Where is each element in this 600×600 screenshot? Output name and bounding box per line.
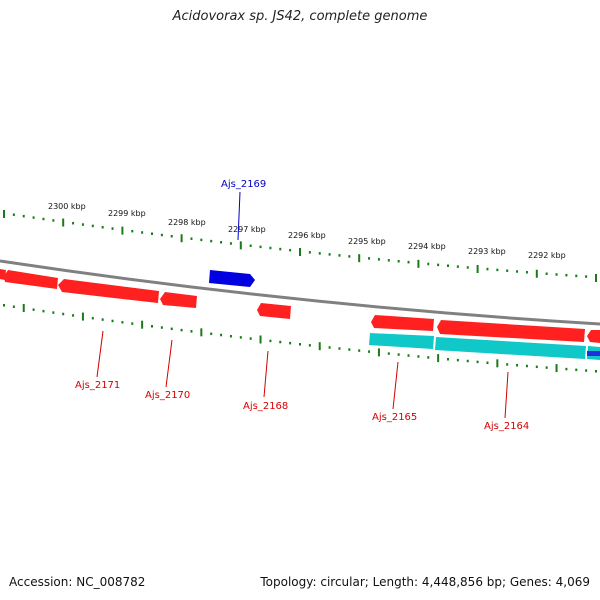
gene-arrow-2171[interactable] <box>4 270 58 289</box>
gene-label[interactable]: Ajs_2171 <box>75 380 120 391</box>
tick-label: 2294 kbp <box>408 242 446 251</box>
label-leader-line <box>165 339 173 388</box>
gene-arrow-2163[interactable] <box>587 330 600 343</box>
gene-arrow-2169b[interactable] <box>160 292 197 308</box>
reverse-genes <box>0 269 600 343</box>
gene-label[interactable]: Ajs_2165 <box>372 412 417 423</box>
gene-arrow-2168[interactable] <box>257 303 291 319</box>
tick-label: 2300 kbp <box>48 202 86 211</box>
gene-arrow-2170[interactable] <box>58 279 159 303</box>
cds-features <box>369 333 600 360</box>
accession-label: Accession: NC_008782 <box>9 575 146 589</box>
gene-arrow-2165[interactable] <box>371 315 434 331</box>
genome-stats: Topology: circular; Length: 4,448,856 bp… <box>260 575 590 589</box>
map-title: Acidovorax sp. JS42, complete genome <box>172 9 428 24</box>
tick-label: 2297 kbp <box>228 225 266 234</box>
tick-label: 2298 kbp <box>168 218 206 227</box>
tick-label: 2296 kbp <box>288 231 326 240</box>
gene-label[interactable]: Ajs_2170 <box>145 390 190 401</box>
label-leader-line <box>504 371 509 419</box>
tick-label: 2293 kbp <box>468 247 506 256</box>
inner-tick-ruler <box>3 303 597 373</box>
tick-label: 2299 kbp <box>108 209 146 218</box>
genome-backbone <box>0 259 600 326</box>
label-leader-line <box>237 191 241 241</box>
outer-tick-ruler <box>3 210 597 282</box>
gene-labels: Ajs_2169 Ajs_2171 Ajs_2170 Ajs_2168 Ajs_2165… <box>75 179 529 432</box>
cds-2164[interactable] <box>435 337 586 359</box>
gene-label[interactable]: Ajs_2168 <box>243 401 288 412</box>
tick-label: 2295 kbp <box>348 237 386 246</box>
tick-labels: 2300 kbp 2299 kbp 2298 kbp 2297 kbp 2296 kbp… <box>48 202 566 260</box>
gene-arrow-ajs-2169[interactable] <box>209 270 255 287</box>
label-leader-line <box>263 350 269 398</box>
label-leader-line <box>392 361 399 410</box>
cds-2165[interactable] <box>369 333 434 349</box>
cds-blue-edge <box>587 351 600 356</box>
label-leader-line <box>96 330 104 378</box>
tick-label: 2292 kbp <box>528 251 566 260</box>
gene-arrow-2164[interactable] <box>437 320 585 342</box>
gene-label[interactable]: Ajs_2169 <box>221 179 266 190</box>
gene-label[interactable]: Ajs_2164 <box>484 421 529 432</box>
